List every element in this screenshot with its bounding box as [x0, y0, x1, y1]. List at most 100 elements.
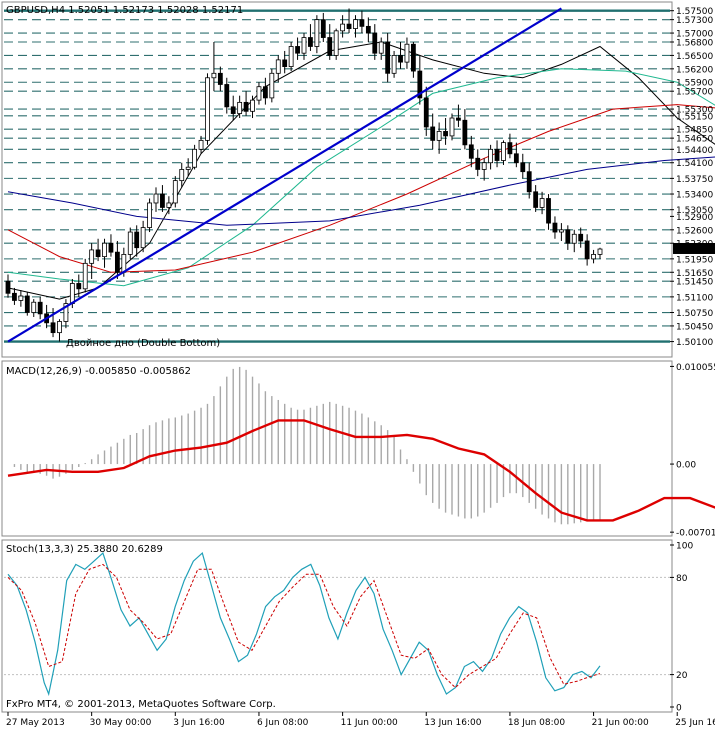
- candle-body: [308, 37, 313, 47]
- candle-body: [24, 295, 30, 313]
- candle-body: [12, 292, 17, 301]
- candle-body: [153, 193, 159, 204]
- candle-body: [320, 19, 326, 38]
- candle-body: [275, 59, 281, 74]
- candle-body: [108, 242, 114, 253]
- candle-body: [179, 169, 185, 182]
- candle-body: [423, 97, 429, 128]
- candle-body: [507, 142, 513, 155]
- macd-panel[interactable]: MACD(12,26,9) -0.005850 -0.005862 0.0100…: [1, 360, 715, 539]
- macd-signal: [7, 419, 715, 522]
- candle-body: [18, 295, 24, 301]
- candle-body: [69, 283, 75, 304]
- candle-body: [417, 70, 423, 99]
- time-tick-label: 6 Jun 08:00: [257, 718, 309, 728]
- candle-body: [372, 32, 378, 54]
- trendline: [7, 7, 562, 343]
- moving-averages: [7, 41, 715, 300]
- moving-average-line: [7, 68, 715, 287]
- price-tick-label: 1.53750: [676, 175, 713, 185]
- price-tick-label: 1.56800: [676, 39, 713, 49]
- candle-body: [256, 86, 262, 101]
- candle-body: [410, 43, 416, 72]
- candle-body: [398, 55, 403, 63]
- candle-body: [546, 198, 551, 224]
- candle-body: [539, 198, 545, 208]
- candle-body: [198, 139, 204, 150]
- time-tick-label: 11 Jun 00:00: [341, 718, 398, 728]
- candle-body: [89, 249, 95, 264]
- time-tick-label: 21 Jun 00:00: [592, 718, 649, 728]
- candle-body: [172, 180, 178, 204]
- macd-tick-label: 0.00: [676, 461, 696, 471]
- candle-body: [282, 59, 288, 67]
- candle-body: [50, 322, 56, 334]
- price-tick-label: 1.57000: [676, 30, 713, 40]
- candle-body: [526, 171, 532, 193]
- candle-body: [333, 30, 339, 56]
- candle-body: [385, 41, 391, 74]
- candle-body: [494, 148, 500, 161]
- candle-body: [127, 231, 133, 255]
- moving-average-line: [7, 156, 715, 226]
- macd-signal-line: [7, 419, 715, 522]
- candle-body: [224, 84, 230, 108]
- candle-body: [160, 193, 165, 208]
- candle-body: [37, 301, 43, 315]
- macd-tick-label: 0.010055: [676, 363, 715, 373]
- candle-body: [449, 117, 455, 137]
- candle-body: [230, 106, 236, 114]
- macd-axis: 0.010055 0.00 -0.007011: [670, 363, 715, 539]
- time-tick-label: 25 Jun 16:00: [675, 718, 715, 728]
- candle-body: [243, 101, 249, 112]
- price-tick-label: 1.57500: [676, 7, 713, 17]
- price-tick-label: 1.52900: [676, 213, 713, 223]
- candle-body: [558, 229, 564, 233]
- candle-body: [102, 242, 107, 258]
- candle-body: [456, 117, 461, 121]
- candle-body: [314, 19, 320, 47]
- price-panel[interactable]: GBPUSD,H4 1.52051 1.52173 1.52028 1.5217…: [1, 1, 715, 358]
- price-tick-label: 1.55700: [676, 88, 713, 98]
- candle-body: [378, 41, 384, 54]
- candle-body: [340, 23, 346, 32]
- candle-body: [591, 253, 596, 260]
- price-tick-label: 1.52600: [676, 226, 713, 236]
- price-tick-label: 1.55150: [676, 112, 713, 122]
- candle-body: [443, 131, 448, 137]
- candle-body: [76, 283, 82, 290]
- price-tick-label: 1.51450: [676, 278, 713, 288]
- moving-average-line: [7, 41, 715, 300]
- candle-body: [430, 126, 436, 141]
- copyright-footer: FxPro MT4, © 2001-2013, MetaQuotes Softw…: [6, 699, 276, 710]
- stoch-panel[interactable]: Stoch(13,3,3) 25.3880 20.6289 FxPro MT4,…: [1, 539, 693, 714]
- candle-body: [5, 280, 11, 294]
- candle-body: [365, 25, 371, 34]
- candle-body: [134, 231, 140, 249]
- stoch-lines: [7, 552, 601, 697]
- candle-body: [262, 86, 268, 99]
- candle-body: [217, 72, 223, 85]
- candle-body: [192, 148, 198, 168]
- current-price-label: 1.52171: [676, 245, 713, 255]
- time-tick-label: 18 Jun 08:00: [508, 718, 565, 728]
- candle-body: [353, 19, 358, 29]
- candle-body: [436, 131, 442, 141]
- candle-body: [513, 153, 519, 164]
- stoch-levels: [4, 576, 670, 676]
- candle-body: [597, 248, 603, 255]
- candle-body: [481, 162, 487, 170]
- candle-body: [166, 202, 172, 208]
- price-tick-label: 1.51650: [676, 269, 713, 279]
- candle-body: [269, 72, 275, 99]
- candle-body: [501, 142, 506, 161]
- candle-body: [301, 37, 307, 54]
- current-price-box: [673, 242, 715, 254]
- trendline-support: [7, 7, 562, 343]
- price-tick-label: 1.50450: [676, 322, 713, 332]
- stoch-axis: 100 80 20 0: [670, 542, 693, 714]
- candle-body: [82, 262, 88, 290]
- price-tick-label: 1.51950: [676, 255, 713, 265]
